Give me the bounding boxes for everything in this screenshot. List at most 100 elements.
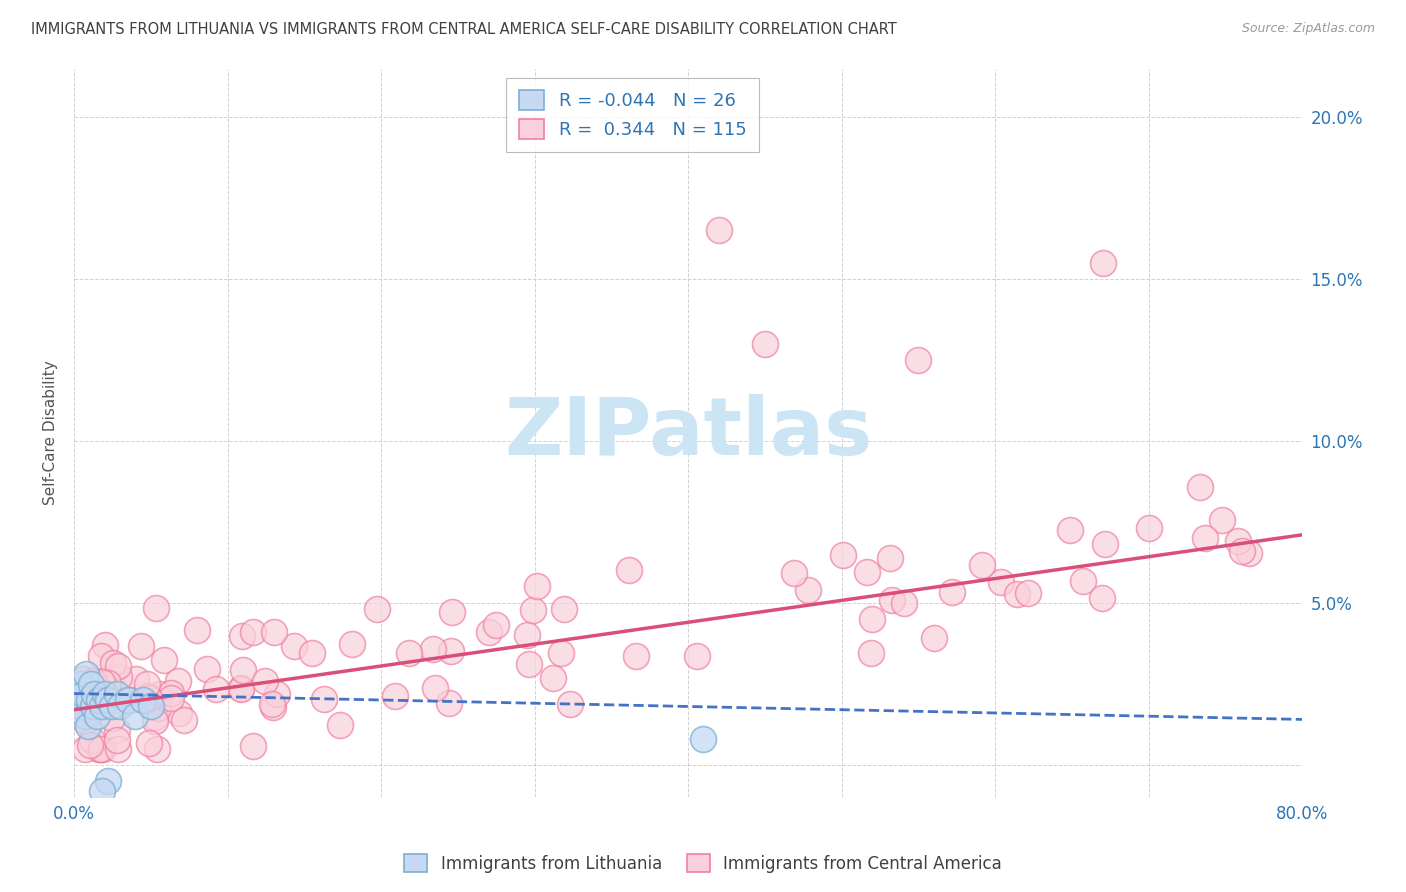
- Point: [75, 667, 97, 681]
- Point: [231, 681, 253, 696]
- Point: [69, 677, 91, 691]
- Point: [329, 717, 352, 731]
- Point: [1091, 256, 1114, 270]
- Point: [340, 637, 363, 651]
- Point: [422, 642, 444, 657]
- Point: [517, 657, 540, 671]
- Point: [195, 662, 218, 676]
- Point: [105, 686, 128, 700]
- Point: [79, 704, 101, 718]
- Point: [90, 648, 112, 663]
- Point: [80, 677, 103, 691]
- Point: [107, 659, 129, 673]
- Point: [485, 617, 508, 632]
- Text: IMMIGRANTS FROM LITHUANIA VS IMMIGRANTS FROM CENTRAL AMERICA SELF-CARE DISABILIT: IMMIGRANTS FROM LITHUANIA VS IMMIGRANTS …: [31, 22, 897, 37]
- Point: [86, 709, 108, 723]
- Point: [262, 700, 284, 714]
- Point: [797, 583, 820, 598]
- Text: ZIPatlas: ZIPatlas: [503, 394, 872, 472]
- Point: [970, 558, 993, 573]
- Point: [132, 693, 155, 707]
- Point: [1005, 586, 1028, 600]
- Point: [124, 709, 146, 723]
- Point: [125, 672, 148, 686]
- Point: [94, 638, 117, 652]
- Point: [1139, 521, 1161, 535]
- Point: [231, 682, 253, 697]
- Point: [120, 692, 142, 706]
- Point: [301, 646, 323, 660]
- Legend: R = -0.044   N = 26, R =  0.344   N = 115: R = -0.044 N = 26, R = 0.344 N = 115: [506, 78, 759, 152]
- Point: [101, 657, 124, 671]
- Point: [707, 223, 730, 237]
- Point: [159, 686, 181, 700]
- Point: [558, 697, 581, 711]
- Point: [283, 640, 305, 654]
- Point: [166, 674, 188, 689]
- Point: [134, 692, 156, 706]
- Point: [146, 701, 169, 715]
- Point: [108, 699, 131, 714]
- Point: [907, 353, 929, 368]
- Point: [91, 675, 114, 690]
- Point: [1194, 531, 1216, 545]
- Point: [543, 671, 565, 685]
- Point: [80, 732, 103, 747]
- Point: [97, 676, 120, 690]
- Point: [231, 629, 253, 643]
- Point: [1059, 523, 1081, 537]
- Point: [1230, 544, 1253, 558]
- Point: [1189, 480, 1212, 494]
- Legend: Immigrants from Lithuania, Immigrants from Central America: Immigrants from Lithuania, Immigrants fr…: [396, 847, 1010, 880]
- Point: [1211, 513, 1233, 527]
- Point: [783, 566, 806, 580]
- Point: [82, 674, 104, 689]
- Point: [860, 612, 883, 626]
- Point: [153, 653, 176, 667]
- Point: [73, 741, 96, 756]
- Point: [79, 693, 101, 707]
- Point: [67, 693, 90, 707]
- Point: [441, 605, 464, 619]
- Point: [860, 646, 883, 660]
- Point: [143, 714, 166, 728]
- Point: [254, 674, 277, 689]
- Point: [516, 628, 538, 642]
- Point: [423, 681, 446, 696]
- Point: [108, 670, 131, 684]
- Point: [138, 690, 160, 705]
- Point: [941, 585, 963, 599]
- Point: [149, 687, 172, 701]
- Point: [1017, 586, 1039, 600]
- Point: [101, 699, 124, 714]
- Point: [167, 706, 190, 720]
- Point: [87, 741, 110, 756]
- Point: [879, 550, 901, 565]
- Point: [617, 563, 640, 577]
- Point: [87, 741, 110, 756]
- Point: [90, 699, 112, 714]
- Point: [832, 548, 855, 562]
- Point: [1226, 533, 1249, 548]
- Point: [79, 738, 101, 752]
- Point: [260, 697, 283, 711]
- Point: [86, 678, 108, 692]
- Point: [686, 648, 709, 663]
- Point: [398, 647, 420, 661]
- Point: [266, 687, 288, 701]
- Point: [98, 685, 121, 699]
- Point: [146, 741, 169, 756]
- Point: [83, 686, 105, 700]
- Point: [77, 719, 100, 733]
- Point: [87, 693, 110, 707]
- Point: [242, 739, 264, 754]
- Y-axis label: Self-Care Disability: Self-Care Disability: [44, 360, 58, 505]
- Point: [90, 741, 112, 756]
- Point: [105, 723, 128, 737]
- Point: [82, 699, 104, 714]
- Point: [1239, 546, 1261, 560]
- Point: [754, 336, 776, 351]
- Point: [73, 702, 96, 716]
- Point: [439, 696, 461, 710]
- Point: [136, 677, 159, 691]
